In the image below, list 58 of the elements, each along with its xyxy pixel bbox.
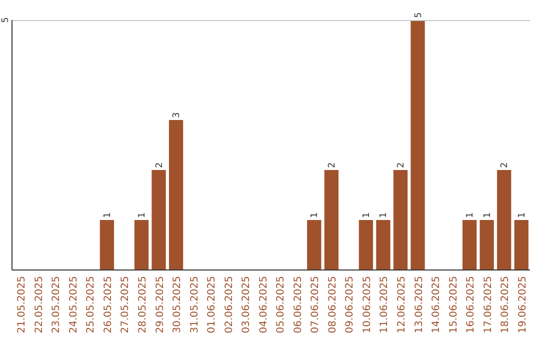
x-tick-label: 31.05.2025 xyxy=(189,276,200,334)
bar xyxy=(307,220,322,270)
data-label: 1 xyxy=(482,212,493,218)
bar xyxy=(462,220,477,270)
x-tick-label: 25.05.2025 xyxy=(86,276,97,334)
bar xyxy=(410,20,425,270)
data-label: 1 xyxy=(102,212,113,218)
bar xyxy=(358,220,374,270)
x-tick-label: 05.06.2025 xyxy=(276,276,287,334)
data-label: 1 xyxy=(379,212,390,218)
x-tick-label: 15.06.2025 xyxy=(448,276,460,334)
x-tick-label: 12.06.2025 xyxy=(396,276,408,334)
x-tick-label: 11.06.2025 xyxy=(379,276,390,334)
x-tick-label: 03.06.2025 xyxy=(241,276,252,334)
x-tick-label: 14.06.2025 xyxy=(431,276,442,334)
data-label: 1 xyxy=(138,212,148,218)
x-tick-label: 27.05.2025 xyxy=(120,276,132,334)
x-tick-label: 17.06.2025 xyxy=(482,276,494,334)
data-label: 2 xyxy=(154,162,165,168)
x-tick-label: 30.05.2025 xyxy=(172,276,184,334)
x-tick-label: 22.05.2025 xyxy=(34,276,45,334)
x-tick-label: 10.06.2025 xyxy=(362,276,373,334)
x-tick-label: 19.06.2025 xyxy=(517,276,528,334)
data-label: 1 xyxy=(466,212,476,218)
data-label: 1 xyxy=(310,212,320,218)
x-tick-label: 29.05.2025 xyxy=(154,276,166,334)
x-tick-label: 06.06.2025 xyxy=(292,276,304,334)
x-tick-label: 09.06.2025 xyxy=(344,276,356,334)
bar xyxy=(480,220,494,270)
bar xyxy=(393,170,408,270)
bar xyxy=(324,170,339,270)
data-label: 1 xyxy=(517,212,528,218)
data-label: 5 xyxy=(414,12,424,18)
x-tick-label: 16.06.2025 xyxy=(466,276,477,334)
data-label: 2 xyxy=(327,162,338,168)
x-tick-label: 07.06.2025 xyxy=(310,276,322,334)
x-tick-label: 04.06.2025 xyxy=(258,276,270,334)
x-tick-label: 28.05.2025 xyxy=(138,276,148,334)
bar xyxy=(376,220,390,270)
x-tick-label: 18.06.2025 xyxy=(500,276,512,334)
x-tick-label: 24.05.2025 xyxy=(68,276,80,334)
x-tick-label: 02.06.2025 xyxy=(224,276,235,334)
x-tick-label: 01.06.2025 xyxy=(206,276,218,334)
x-tick-label: 08.06.2025 xyxy=(327,276,338,334)
x-tick-label: 26.05.2025 xyxy=(102,276,114,334)
x-tick-label: 13.06.2025 xyxy=(414,276,425,334)
bar xyxy=(152,170,166,270)
data-label: 2 xyxy=(396,162,406,168)
bar xyxy=(514,220,528,270)
bar xyxy=(134,220,149,270)
data-label: 1 xyxy=(362,212,372,218)
x-tick-label: 23.05.2025 xyxy=(51,276,62,334)
x-tick-label: 21.05.2025 xyxy=(16,276,28,334)
bar xyxy=(100,220,114,270)
data-label: 3 xyxy=(172,112,182,118)
data-label: 2 xyxy=(500,162,510,168)
bar xyxy=(497,170,512,270)
bar xyxy=(168,120,184,270)
